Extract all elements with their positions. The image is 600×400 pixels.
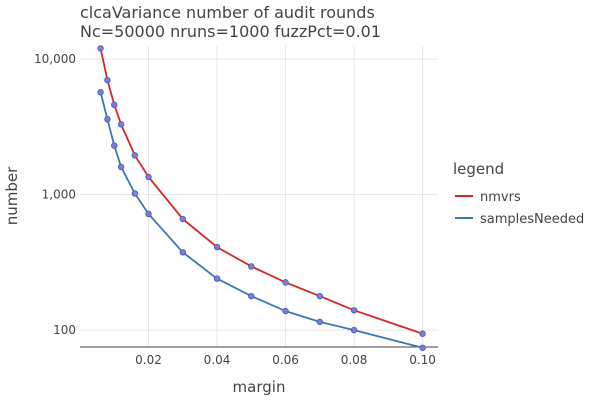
y-axis-title: number [3,166,21,225]
axes: 0.02 0.04 0.06 0.08 0.10 100 1,000 10,000 [34,52,438,367]
series-samplesNeeded [97,89,426,351]
data-point-nmvrs [131,152,139,159]
y-tick-label: 100 [53,323,76,337]
legend-title: legend [453,160,504,178]
data-point-samplesNeeded [213,275,221,282]
data-point-samplesNeeded [179,249,186,256]
data-point-samplesNeeded [419,344,426,351]
data-point-nmvrs [282,279,289,286]
series-nmvrs [97,45,426,337]
data-point-nmvrs [97,45,104,52]
data-point-samplesNeeded [97,89,104,96]
data-point-nmvrs [145,173,152,181]
legend-label: nmvrs [480,190,521,205]
x-tick-label: 0.06 [272,353,299,367]
data-point-samplesNeeded [145,210,152,218]
data-point-nmvrs [419,330,426,337]
grid [80,46,438,347]
x-tick-label: 0.08 [341,353,368,367]
data-point-samplesNeeded [282,307,289,315]
x-axis-title: margin [233,378,286,396]
data-point-nmvrs [350,307,358,314]
y-tick-label: 10,000 [34,52,76,66]
data-point-samplesNeeded [248,292,255,300]
chart-title: clcaVariance number of audit rounds [80,3,375,22]
legend-item-samplesNeeded: samplesNeeded [455,212,584,227]
data-point-nmvrs [104,76,111,84]
legend-item-nmvrs: nmvrs [455,190,521,205]
chart-subtitle: Nc=50000 nruns=1000 fuzzPct=0.01 [80,22,381,41]
data-point-samplesNeeded [350,326,358,334]
y-tick-label: 1,000 [42,188,76,202]
legend-items: nmvrs samplesNeeded [455,190,584,227]
x-tick-label: 0.10 [409,353,436,367]
data-point-samplesNeeded [104,116,111,123]
data-point-nmvrs [213,243,221,251]
legend: legend nmvrs samplesNeeded [453,160,584,227]
series-layer [97,45,426,351]
data-point-samplesNeeded [117,163,125,171]
legend-label: samplesNeeded [480,212,584,227]
x-tick-label: 0.02 [135,353,162,367]
data-point-samplesNeeded [316,318,324,326]
x-tick-label: 0.04 [204,353,231,367]
data-point-samplesNeeded [111,142,118,149]
data-point-nmvrs [316,292,324,300]
data-point-nmvrs [111,101,118,109]
data-point-nmvrs [117,121,125,128]
data-point-nmvrs [248,263,255,270]
data-point-nmvrs [179,215,186,223]
data-point-samplesNeeded [131,190,139,197]
